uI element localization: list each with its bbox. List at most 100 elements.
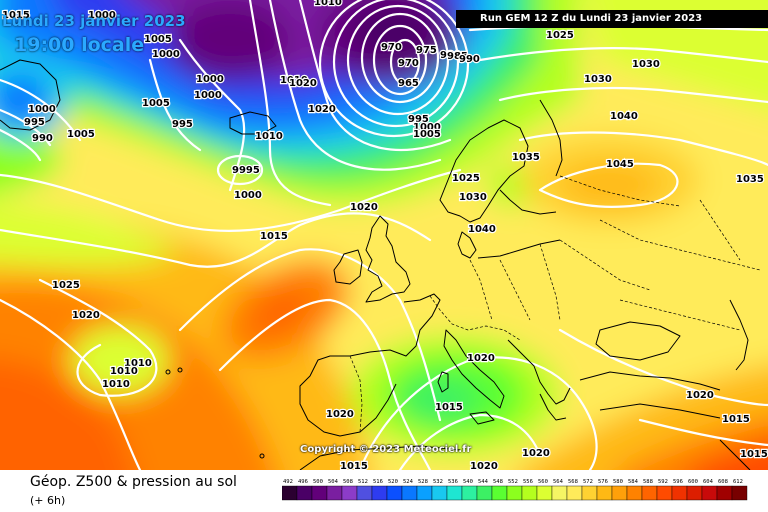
legend-tick-label: 572: [583, 479, 593, 485]
legend-tick-label: 556: [523, 479, 533, 485]
pressure-label: 1000: [28, 104, 56, 115]
legend-tick-label: 600: [688, 479, 698, 485]
legend-swatch: [341, 485, 358, 501]
pressure-label: 1030: [584, 74, 612, 85]
legend-swatch: [491, 485, 508, 501]
pressure-label: 9995: [232, 165, 260, 176]
pressure-label: 1000: [88, 10, 116, 21]
legend-swatch: [431, 485, 448, 501]
legend-tick-label: 548: [493, 479, 503, 485]
pressure-label: 1020: [72, 310, 100, 321]
legend-tick-label: 536: [448, 479, 458, 485]
pressure-label: 1005: [142, 98, 170, 109]
pressure-label: 1020: [522, 448, 550, 459]
legend-swatch: [551, 485, 568, 501]
pressure-labels: 1015 100010101005100010001000101010201005…: [1, 0, 768, 470]
isobar-lines: [0, 0, 768, 470]
pressure-label: 965: [398, 78, 419, 89]
legend-swatch: [731, 485, 748, 501]
pressure-label: 1020: [467, 353, 495, 364]
legend-tick-label: 608: [718, 479, 728, 485]
legend-swatch: [296, 485, 313, 501]
legend-tick-label: 564: [553, 479, 564, 485]
pressure-label: 1010: [314, 0, 342, 8]
legend-swatch: [416, 485, 433, 501]
legend-swatch: [701, 485, 718, 501]
legend-tick-label: 584: [628, 479, 639, 485]
legend-tick-label: 580: [613, 479, 623, 485]
pressure-label: 980: [440, 50, 461, 61]
pressure-label: 970: [381, 42, 402, 53]
pressure-label: 1030: [459, 192, 487, 203]
pressure-label: 1015: [740, 449, 768, 460]
pressure-label: 990: [459, 54, 480, 65]
pressure-label: 1010: [124, 358, 152, 369]
legend-swatch: [386, 485, 403, 501]
legend-swatch: [282, 485, 298, 501]
legend-tick-label: 532: [433, 479, 443, 485]
pressure-label: 1035: [512, 152, 540, 163]
pressure-label: 970: [398, 58, 419, 69]
legend-tick-label: 540: [463, 479, 473, 485]
date-label: Lundi 23 janvier 2023: [2, 12, 186, 30]
legend-tick-label: 560: [538, 479, 548, 485]
pressure-label: 1015: [340, 461, 368, 470]
pressure-label: 1010: [110, 366, 138, 377]
pressure-label: 1010: [102, 379, 130, 390]
legend-swatch: [596, 485, 613, 501]
pressure-label: 985: [447, 51, 468, 62]
legend-tick-label: 504: [328, 479, 339, 485]
legend-swatch: [716, 485, 733, 501]
map-subtitle: (+ 6h): [30, 494, 66, 507]
pressure-label: 1015: [722, 414, 750, 425]
legend-tick-label: 500: [313, 479, 323, 485]
pressure-label: 995: [408, 114, 429, 125]
pressure-label: 1000: [196, 74, 224, 85]
legend-swatch: [626, 485, 643, 501]
legend-swatch: [356, 485, 373, 501]
pressure-label: 975: [416, 45, 437, 56]
legend-swatch: [656, 485, 673, 501]
pressure-label: 1020: [308, 104, 336, 115]
legend-swatch: [326, 485, 343, 501]
time-label: 19:00 locale: [14, 34, 145, 56]
legend-tick-label: 568: [568, 479, 578, 485]
legend-tick-label: 588: [643, 479, 653, 485]
legend-swatch: [671, 485, 688, 501]
pressure-label: 1020: [289, 78, 317, 89]
pressure-label: 1010: [255, 131, 283, 142]
pressure-label: 995: [172, 119, 193, 130]
legend-tick-label: 552: [508, 479, 518, 485]
pressure-label: 1025: [452, 173, 480, 184]
legend-tick-label: 524: [403, 479, 414, 485]
legend-tick-label: 496: [298, 479, 308, 485]
legend-tick-label: 528: [418, 479, 428, 485]
pressure-label: 1000: [413, 122, 441, 133]
legend-swatch: [311, 485, 328, 501]
legend-swatches: [282, 485, 748, 501]
pressure-label: 1030: [632, 59, 660, 70]
copyright-label: Copyright © 2023 Meteociel.fr: [300, 444, 472, 455]
legend-tick-label: 492: [283, 479, 293, 485]
pressure-label: 1020: [686, 390, 714, 401]
pressure-label: 1005: [413, 129, 441, 140]
legend-tick-label: 508: [343, 479, 353, 485]
legend-swatch: [506, 485, 523, 501]
legend-swatch: [371, 485, 388, 501]
legend-tick-label: 576: [598, 479, 608, 485]
map-title: Géop. Z500 & pression au sol: [30, 474, 237, 490]
pressure-label: 1020: [350, 202, 378, 213]
legend-tick-label: 596: [673, 479, 683, 485]
pressure-label: 1015: [260, 231, 288, 242]
pressure-label: 995: [24, 117, 45, 128]
pressure-label: 1020: [326, 409, 354, 420]
weather-map: 1015 1000 1010 1005 1000 1000 1000 1010 1020 1005…: [0, 0, 768, 470]
pressure-label: 1000: [234, 190, 262, 201]
color-legend: 492 496 500 504 508 512 516 520 524 528 532 536 540 5…: [282, 479, 748, 501]
pressure-label: 1040: [610, 111, 638, 122]
coastlines: [0, 59, 751, 470]
legend-tick-label: 612: [733, 479, 743, 485]
country-borders: [349, 175, 761, 433]
pressure-label: 1015: [2, 10, 30, 21]
legend-swatch: [686, 485, 703, 501]
